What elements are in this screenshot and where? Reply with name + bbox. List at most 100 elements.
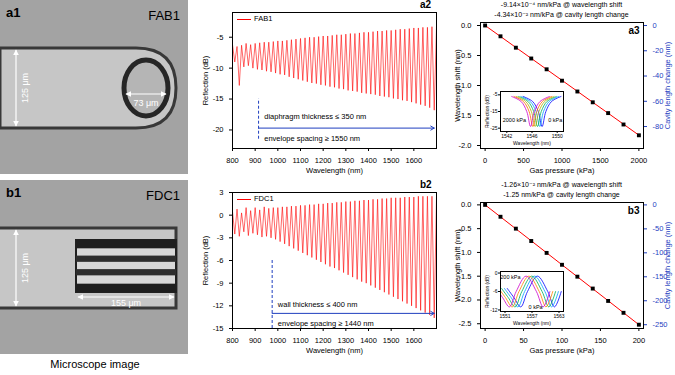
svg-text:-60: -60 (653, 97, 664, 106)
svg-text:-6: -6 (217, 256, 224, 265)
svg-text:0: 0 (495, 270, 498, 276)
svg-text:-150: -150 (653, 272, 668, 281)
svg-text:FAB1: FAB1 (148, 8, 180, 23)
svg-text:1500: 1500 (383, 156, 400, 165)
svg-text:2000 kPa: 2000 kPa (503, 117, 527, 123)
svg-text:1557: 1557 (526, 313, 537, 319)
svg-text:Gas pressure (kPa): Gas pressure (kPa) (529, 346, 595, 355)
svg-text:-12: -12 (490, 307, 497, 313)
svg-text:73 μm: 73 μm (133, 98, 158, 108)
svg-text:-15: -15 (213, 94, 224, 103)
svg-text:1400: 1400 (360, 156, 377, 165)
svg-text:-200: -200 (653, 296, 668, 305)
svg-text:-2.0: -2.0 (459, 141, 472, 150)
svg-text:-25: -25 (490, 125, 497, 131)
svg-text:800: 800 (226, 336, 239, 345)
svg-text:1000: 1000 (269, 336, 286, 345)
svg-text:0 kPa: 0 kPa (529, 304, 544, 310)
svg-text:Reflection (dB): Reflection (dB) (484, 95, 490, 128)
svg-text:envelope spacing ≥ 1550 nm: envelope spacing ≥ 1550 nm (264, 134, 360, 143)
svg-text:1500: 1500 (592, 156, 609, 165)
svg-text:a1: a1 (6, 5, 20, 20)
svg-text:800: 800 (226, 156, 239, 165)
svg-text:-5: -5 (217, 33, 224, 42)
svg-text:1500: 1500 (383, 336, 400, 345)
svg-text:a3: a3 (628, 25, 640, 36)
svg-text:0 kPa: 0 kPa (548, 117, 563, 123)
svg-text:1100: 1100 (292, 156, 308, 165)
svg-text:150: 150 (594, 336, 607, 345)
svg-text:-12: -12 (213, 301, 224, 310)
svg-text:155 μm: 155 μm (111, 298, 141, 308)
svg-text:b1: b1 (6, 185, 21, 200)
svg-text:wall thickness ≤ 400 nm: wall thickness ≤ 400 nm (277, 300, 358, 309)
svg-text:1000: 1000 (554, 156, 571, 165)
svg-text:1600: 1600 (405, 156, 422, 165)
svg-text:-250: -250 (653, 320, 668, 329)
svg-text:100: 100 (556, 336, 569, 345)
svg-text:900: 900 (249, 156, 262, 165)
svg-text:b3: b3 (628, 205, 640, 216)
svg-text:1563: 1563 (553, 313, 564, 319)
svg-text:1000: 1000 (269, 156, 286, 165)
svg-text:1200: 1200 (315, 156, 332, 165)
svg-text:-20: -20 (653, 46, 664, 55)
svg-text:-2.5: -2.5 (459, 319, 472, 328)
svg-text:0: 0 (653, 21, 657, 30)
svg-text:Gas pressure (kPa): Gas pressure (kPa) (529, 166, 595, 175)
svg-text:1100: 1100 (292, 336, 308, 345)
svg-text:-15: -15 (490, 108, 497, 114)
svg-text:0.0: 0.0 (461, 21, 471, 30)
svg-text:Cavity length change (nm): Cavity length change (nm) (663, 221, 672, 309)
svg-text:-15: -15 (213, 324, 224, 333)
svg-text:-20: -20 (213, 125, 224, 134)
svg-text:FDC1: FDC1 (146, 188, 180, 203)
svg-text:-100: -100 (653, 248, 668, 257)
svg-text:Wavelength (nm): Wavelength (nm) (306, 346, 363, 355)
svg-text:200 kPa: 200 kPa (500, 274, 521, 280)
svg-text:-40: -40 (653, 71, 664, 80)
svg-text:1551: 1551 (499, 313, 510, 319)
svg-text:Wavelength (nm): Wavelength (nm) (513, 140, 551, 146)
svg-text:Cavity length change (nm): Cavity length change (nm) (663, 41, 672, 129)
svg-text:Reflection (dB): Reflection (dB) (484, 275, 490, 308)
svg-text:3: 3 (219, 188, 223, 197)
svg-text:1542: 1542 (501, 133, 512, 139)
svg-text:1550: 1550 (552, 133, 563, 139)
svg-text:-9: -9 (217, 279, 224, 288)
svg-text:0.0: 0.0 (461, 200, 471, 209)
svg-text:-80: -80 (653, 122, 664, 131)
svg-text:1200: 1200 (315, 336, 332, 345)
svg-text:1546: 1546 (526, 133, 537, 139)
svg-text:Wavelength (nm): Wavelength (nm) (513, 320, 551, 326)
svg-text:-6: -6 (493, 288, 498, 294)
svg-text:900: 900 (249, 336, 262, 345)
html-text:Microscope image: Microscope image (50, 358, 140, 370)
svg-text:Wavelength (nm): Wavelength (nm) (306, 166, 363, 175)
svg-text:Reflection (dB): Reflection (dB) (201, 55, 210, 105)
svg-text:0: 0 (219, 211, 223, 220)
svg-text:diaphragm thickness ≤ 350 nm: diaphragm thickness ≤ 350 nm (264, 112, 366, 121)
svg-text:1400: 1400 (360, 336, 377, 345)
svg-text:1300: 1300 (337, 156, 354, 165)
svg-text:500: 500 (517, 156, 530, 165)
svg-text:Wavelength shift (nm): Wavelength shift (nm) (453, 229, 462, 302)
svg-text:2000: 2000 (631, 156, 648, 165)
svg-text:envelope spacing ≥ 1440 nm: envelope spacing ≥ 1440 nm (278, 319, 374, 328)
svg-text:Wavelength shift (nm): Wavelength shift (nm) (453, 49, 462, 122)
svg-text:-10: -10 (213, 64, 224, 73)
svg-text:Reflection (dB): Reflection (dB) (201, 235, 210, 285)
svg-text:200: 200 (633, 336, 646, 345)
svg-text:1300: 1300 (337, 336, 354, 345)
svg-text:125 μm: 125 μm (20, 253, 30, 283)
svg-text:0: 0 (653, 200, 657, 209)
svg-text:-3: -3 (217, 233, 224, 242)
svg-text:-5: -5 (493, 91, 498, 97)
svg-text:125 μm: 125 μm (20, 73, 30, 103)
svg-text:1600: 1600 (405, 336, 422, 345)
html-text:b2: b2 (420, 179, 432, 190)
svg-text:0: 0 (483, 336, 487, 345)
svg-text:-50: -50 (653, 224, 664, 233)
svg-text:0: 0 (483, 156, 487, 165)
svg-text:50: 50 (519, 336, 527, 345)
